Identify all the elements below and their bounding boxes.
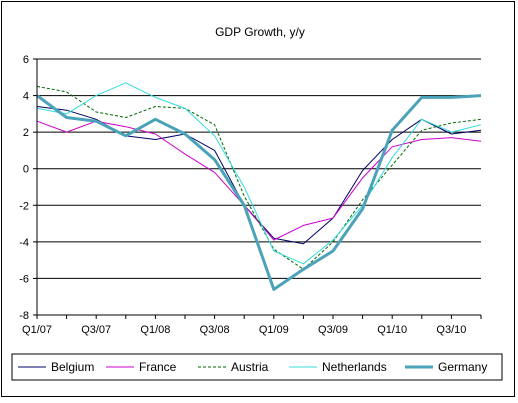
legend-label-netherlands: Netherlands	[322, 360, 387, 374]
legend-label-belgium: Belgium	[51, 360, 94, 374]
series-lines	[36, 82, 482, 291]
y-tick-label: 0	[23, 164, 29, 176]
series-line-netherlands	[36, 82, 482, 265]
legend: Belgium France Austria Netherlands Germany	[11, 353, 503, 381]
x-axis-ticks: Q1/07 Q3/07 Q1/08 Q3/08 Q1/09 Q3/09 Q1/10 Q3/10	[22, 315, 482, 336]
y-tick-label: -6	[19, 273, 29, 285]
chart-frame: GDP Growth, y/y 6 4 2 0 -2 -4 -6 -8 Q1/07 Q3/07 Q…	[1, 1, 515, 397]
series-line-france	[36, 120, 482, 241]
y-tick-label: -4	[19, 237, 29, 249]
chart-title: GDP Growth, y/y	[215, 25, 305, 39]
axes	[36, 59, 481, 316]
x-tick-label: Q1/08	[140, 324, 170, 336]
y-tick-label: 6	[23, 54, 29, 66]
x-tick-label: Q1/10	[377, 324, 407, 336]
x-tick-label: Q3/09	[318, 324, 348, 336]
y-axis-ticks: 6 4 2 0 -2 -4 -6 -8	[19, 54, 37, 322]
series-line-germany	[36, 94, 482, 291]
y-tick-label: -8	[19, 310, 29, 322]
x-tick-label: Q3/10	[436, 324, 466, 336]
x-tick-label: Q3/08	[200, 324, 230, 336]
y-tick-label: 4	[23, 91, 29, 103]
gridlines	[37, 58, 481, 316]
legend-label-france: France	[139, 360, 177, 374]
x-tick-label: Q3/07	[81, 324, 111, 336]
legend-label-austria: Austria	[231, 360, 269, 374]
y-tick-label: -2	[19, 200, 29, 212]
x-tick-label: Q1/09	[259, 324, 289, 336]
series-line-austria	[36, 85, 482, 270]
legend-label-germany: Germany	[438, 360, 487, 374]
y-tick-label: 2	[23, 127, 29, 139]
x-tick-label: Q1/07	[22, 324, 52, 336]
